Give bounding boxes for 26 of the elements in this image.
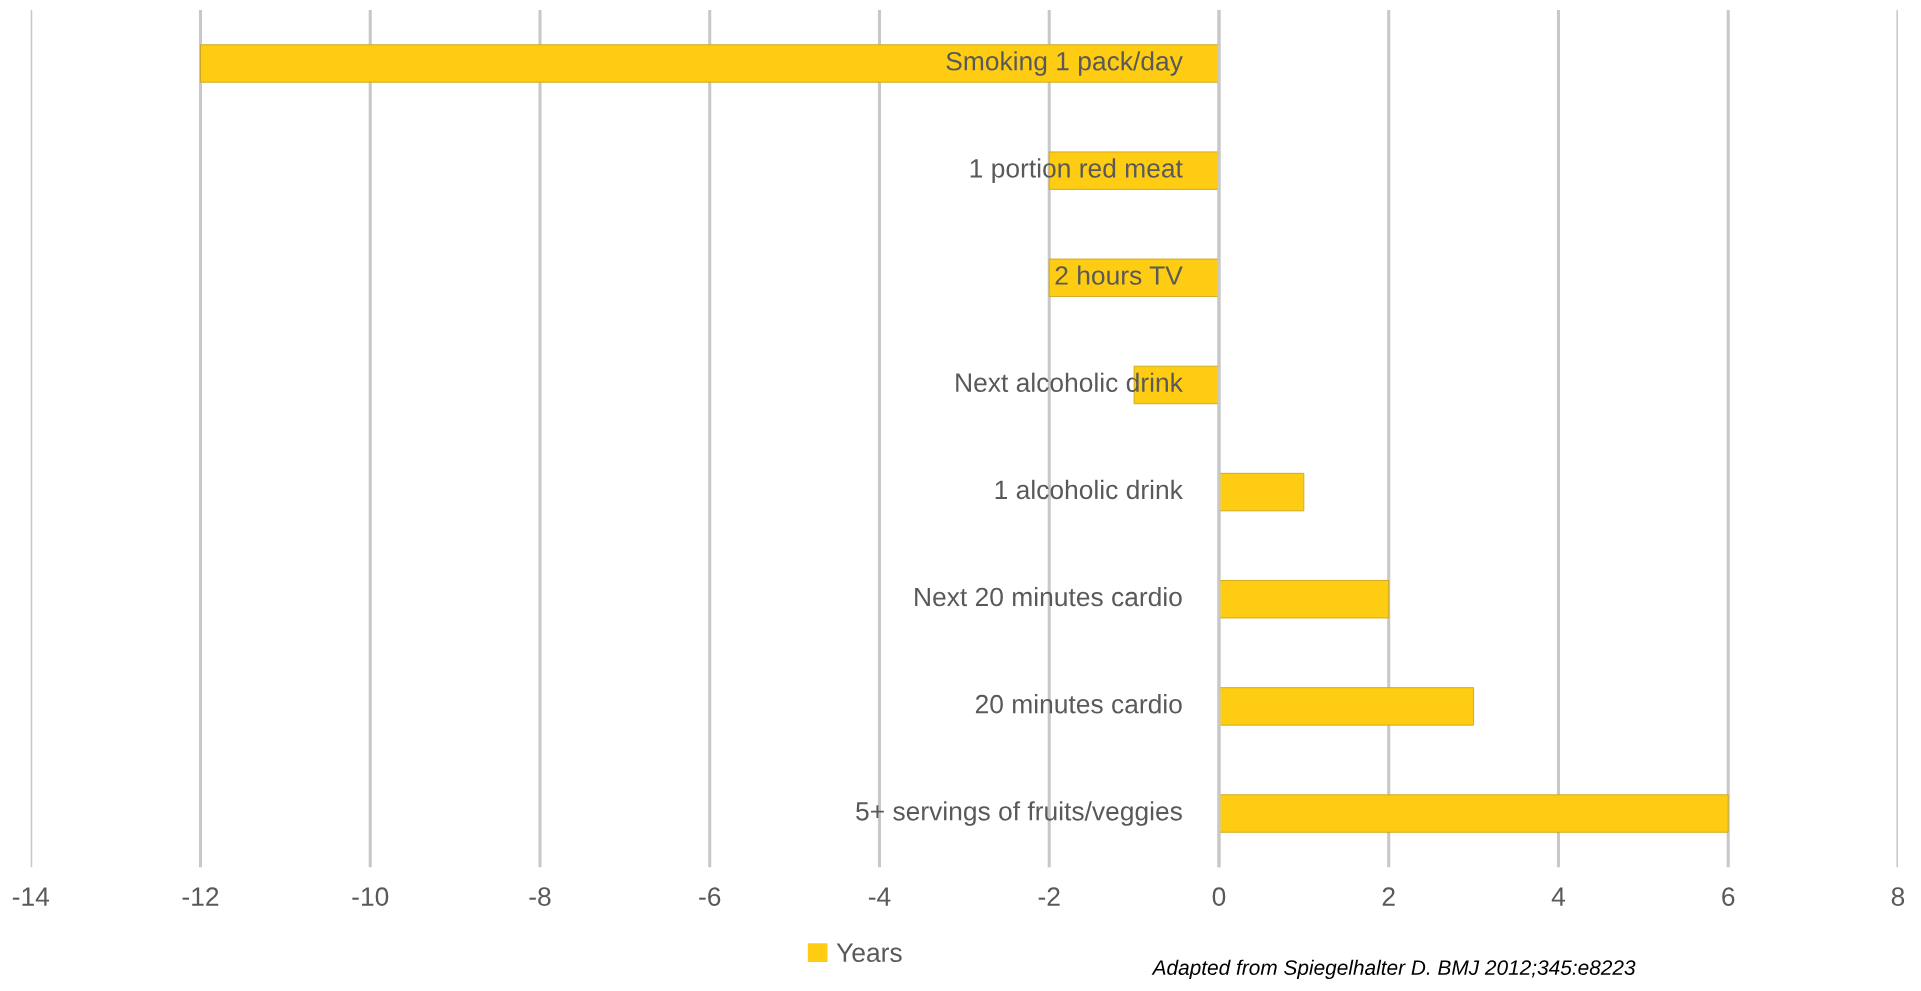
y-tick-label: 20 minutes cardio [975,694,1182,714]
y-tick-label: 5+ servings of fruits/veggies [856,801,1182,826]
x-tick-label: -2 [1038,887,1060,906]
x-tick-label: -12 [182,887,219,906]
y-tick-label: 2 hours TV [1055,265,1183,285]
text: Adapted from Spiegelhalter D. BMJ 2012;345:e8223 [1151,959,1636,980]
bar [1048,258,1220,297]
x-tick-label: -10 [352,887,389,906]
y-tick-label: 1 alcoholic drink [995,479,1183,500]
x-tick-label: -6 [699,887,721,906]
bar [1218,472,1305,512]
x-tick-label: 6 [1722,887,1735,906]
legend-label: Years [836,943,902,963]
x-tick-label: 4 [1551,887,1566,906]
bar [1218,687,1474,726]
x-tick-label: -8 [529,887,551,906]
x-tick-label: 0 [1212,887,1226,906]
y-tick-label: Smoking 1 pack/day [946,51,1183,76]
x-tick-label: 8 [1891,887,1905,906]
x-tick-label: -14 [12,887,50,906]
x-tick-label: -4 [868,887,891,906]
x-tick-label: 2 [1382,887,1395,906]
bar [200,44,1220,83]
bar [1218,794,1729,833]
y-tick-label: Next 20 minutes cardio [915,586,1182,607]
bar [1218,580,1390,619]
